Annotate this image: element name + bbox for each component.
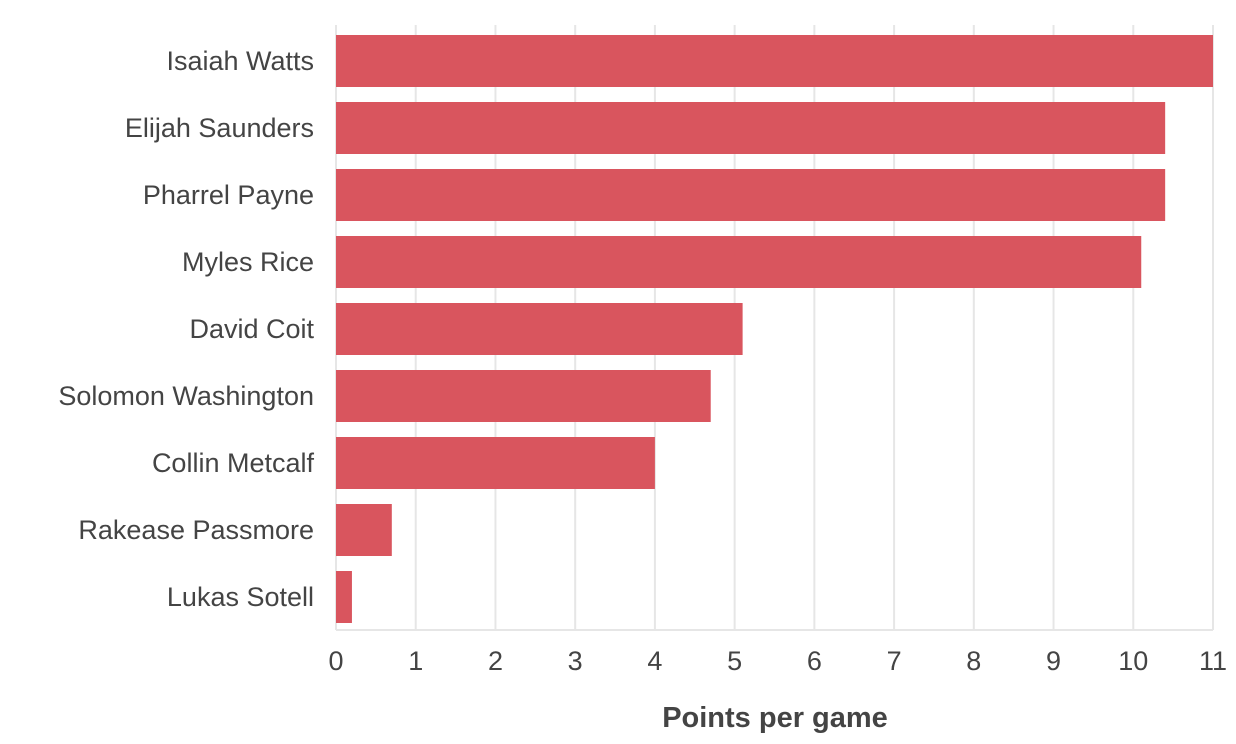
- x-tick-label: 9: [1046, 646, 1061, 676]
- category-label: Lukas Sotell: [167, 582, 314, 612]
- x-tick-labels: 0 1 2 3 4 5 6 7 8 9 10 11: [328, 646, 1227, 676]
- x-tick-label: 3: [568, 646, 583, 676]
- bar: [336, 571, 352, 623]
- bar: [336, 303, 743, 355]
- x-tick-label: 4: [647, 646, 662, 676]
- x-axis-title: Points per game: [662, 702, 888, 734]
- bar: [336, 504, 392, 556]
- bar: [336, 102, 1166, 154]
- x-tick-label: 10: [1118, 646, 1148, 676]
- x-tick-label: 1: [408, 646, 423, 676]
- bar: [336, 370, 711, 422]
- bar: [336, 236, 1142, 288]
- x-tick-label: 5: [727, 646, 742, 676]
- category-label: Collin Metcalf: [152, 448, 315, 478]
- category-label: Rakease Passmore: [78, 515, 314, 545]
- category-label: David Coit: [189, 314, 314, 344]
- bars: [336, 35, 1213, 623]
- bar: [336, 169, 1166, 221]
- x-tick-label: 0: [328, 646, 343, 676]
- x-tick-label: 2: [488, 646, 503, 676]
- x-tick-label: 6: [807, 646, 822, 676]
- category-label: Elijah Saunders: [125, 113, 314, 143]
- category-label: Isaiah Watts: [166, 46, 314, 76]
- category-label: Myles Rice: [182, 247, 314, 277]
- category-label: Pharrel Payne: [143, 180, 314, 210]
- bar: [336, 437, 655, 489]
- x-tick-label: 11: [1199, 646, 1227, 676]
- x-tick-label: 7: [887, 646, 902, 676]
- x-tick-label: 8: [966, 646, 981, 676]
- bar: [336, 35, 1213, 87]
- category-labels: Isaiah Watts Elijah Saunders Pharrel Payne…: [58, 46, 314, 612]
- category-label: Solomon Washington: [58, 381, 314, 411]
